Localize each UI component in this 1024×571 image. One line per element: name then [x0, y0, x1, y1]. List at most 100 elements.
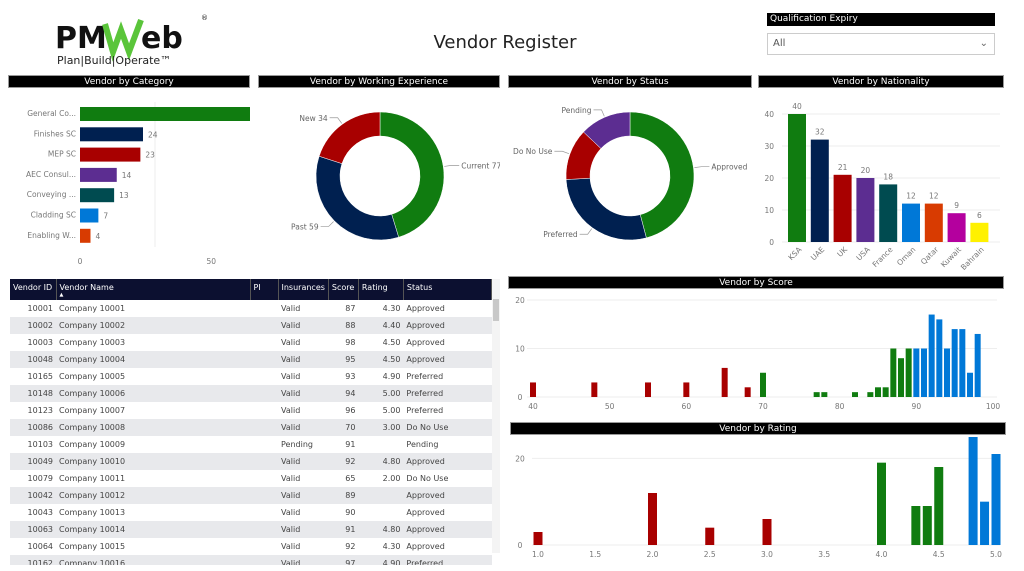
cell-score: 92 [345, 542, 356, 551]
score-chart-title: Vendor by Score [508, 276, 1004, 289]
category-chart-title: Vendor by Category [8, 75, 250, 88]
donut-slice-new [318, 111, 381, 164]
cell-insurances: Valid [281, 474, 301, 483]
table-row[interactable]: 10001 Company 10001 Valid 87 4.30 Approved [10, 300, 492, 317]
cell-score: 91 [345, 440, 356, 449]
bar-value-label: 23 [145, 151, 155, 160]
nationality-bar [833, 174, 852, 242]
cell-score: 87 [345, 304, 356, 313]
cell-status: Preferred [403, 555, 492, 565]
cell-score: 95 [328, 351, 359, 368]
slice-label: Preferred [543, 230, 578, 239]
cell-rating [358, 504, 403, 521]
cell-vendor-id: 10043 [27, 508, 53, 517]
column-header-pi[interactable]: PI [250, 279, 279, 300]
slice-label: New 34 [299, 114, 328, 123]
table-scrollbar[interactable] [492, 279, 500, 553]
y-tick-label: 20 [515, 296, 525, 305]
cell-insurances: Valid [278, 351, 329, 368]
cell-vendor-name: Company 10011 [59, 474, 126, 483]
cell-rating: 3.00 [358, 419, 404, 436]
histogram-bar [705, 527, 715, 545]
cell-pi [250, 334, 278, 351]
table-row[interactable]: 10063 Company 10014 Valid 91 4.80 Approved [10, 521, 492, 538]
cell-score: 65 [345, 474, 356, 483]
column-header-status[interactable]: Status [403, 279, 492, 300]
cell-pi [250, 402, 278, 419]
table-row[interactable]: 10064 Company 10015 Valid 92 4.30 Approved [10, 538, 492, 555]
table-row[interactable]: 10049 Company 10010 Valid 92 4.80 Approved [10, 453, 492, 470]
cell-score: 70 [328, 419, 359, 436]
status-donut-chart: Approved Preferred Do No Use Pending [513, 106, 748, 241]
scrollbar-thumb[interactable] [493, 299, 499, 321]
nationality-bar [924, 203, 943, 242]
nationality-bar [879, 184, 898, 242]
cell-vendor-id: 10003 [27, 338, 53, 347]
experience-chart-title: Vendor by Working Experience [258, 75, 500, 88]
cell-pi [250, 368, 278, 385]
table-row[interactable]: 10002 Company 10002 Valid 88 4.40 Approved [10, 317, 492, 334]
cell-insurances: Valid [281, 542, 301, 551]
histogram-bar [882, 387, 889, 397]
cell-vendor-id: 10103 [27, 440, 53, 449]
table-row[interactable]: 10123 Company 10007 Valid 96 5.00 Preferred [10, 402, 492, 419]
table-row[interactable]: 10103 Company 10009 Pending 91 Pending [10, 436, 492, 453]
cell-pi [250, 538, 278, 555]
table-row[interactable]: 10162 Company 10016 Valid 97 4.90 Preferred [10, 555, 492, 565]
qualification-expiry-dropdown[interactable]: All ⌄ [767, 33, 995, 55]
cell-vendor-name: Company 10016 [56, 555, 250, 565]
table-row[interactable]: 10086 Company 10008 Valid 70 3.00 Do No Use [10, 419, 492, 436]
cell-vendor-id: 10002 [10, 317, 56, 334]
leader-line [694, 166, 710, 168]
table-row[interactable]: 10148 Company 10006 Valid 94 5.00 Preferred [10, 385, 492, 402]
y-tick-label: 20 [515, 454, 525, 463]
cell-score: 90 [345, 508, 356, 517]
donut-slice-preferred [565, 177, 647, 241]
leader-line [444, 165, 460, 167]
category-bar [80, 208, 99, 223]
table-row[interactable]: 10048 Company 10004 Valid 95 4.50 Approved [10, 351, 492, 368]
histogram-bar [852, 392, 858, 397]
table-row[interactable]: 10003 Company 10003 Valid 98 4.50 Approved [10, 334, 492, 351]
cell-pi [250, 487, 278, 504]
nationality-bar [947, 213, 966, 242]
column-header-vendor-name[interactable]: Vendor Name ▲ [56, 279, 251, 300]
slicer-label: Qualification Expiry [767, 13, 995, 26]
cell-pi [250, 419, 278, 436]
table-row[interactable]: 10042 Company 10012 Valid 89 Approved [10, 487, 492, 504]
x-tick-label: Qatar [919, 244, 941, 266]
bar-value-label: 40 [792, 102, 802, 111]
category-label: Finishes SC [34, 129, 76, 138]
category-bar [80, 167, 117, 182]
histogram-bar [591, 382, 598, 397]
cell-rating: 4.50 [358, 351, 404, 368]
column-header-insurances[interactable]: Insurances [278, 279, 329, 300]
column-header-vendor-id[interactable]: Vendor ID [10, 279, 57, 300]
column-header-rating[interactable]: Rating [358, 279, 404, 300]
table-row[interactable]: 10043 Company 10013 Valid 90 Approved [10, 504, 492, 521]
cell-status: Approved [403, 487, 492, 504]
table-row[interactable]: 10079 Company 10011 Valid 65 2.00 Do No Use [10, 470, 492, 487]
dropdown-value: All [773, 38, 786, 49]
cell-pi [250, 453, 278, 470]
cell-insurances: Valid [281, 304, 301, 313]
x-tick-label: 4.0 [876, 550, 888, 559]
chevron-down-icon: ⌄ [979, 38, 988, 49]
cell-vendor-name: Company 10015 [59, 542, 126, 551]
column-header-score[interactable]: Score [328, 279, 359, 300]
histogram-bar [951, 329, 958, 397]
cell-vendor-name: Company 10004 [56, 351, 250, 368]
bar-value-label: 21 [838, 163, 848, 172]
cell-status: Pending [406, 440, 439, 449]
table-row[interactable]: 10165 Company 10005 Valid 93 4.90 Preferred [10, 368, 492, 385]
histogram-bar [913, 348, 920, 397]
leader-line [554, 150, 570, 154]
cell-status: Preferred [406, 372, 444, 381]
status-chart-title: Vendor by Status [508, 75, 752, 88]
x-tick-label: 3.0 [761, 550, 773, 559]
x-tick-label: KSA [786, 244, 804, 262]
cell-insurances: Valid [281, 406, 301, 415]
cell-status: Approved [406, 304, 445, 313]
cell-rating: 5.00 [358, 385, 404, 402]
cell-status: Approved [406, 542, 445, 551]
